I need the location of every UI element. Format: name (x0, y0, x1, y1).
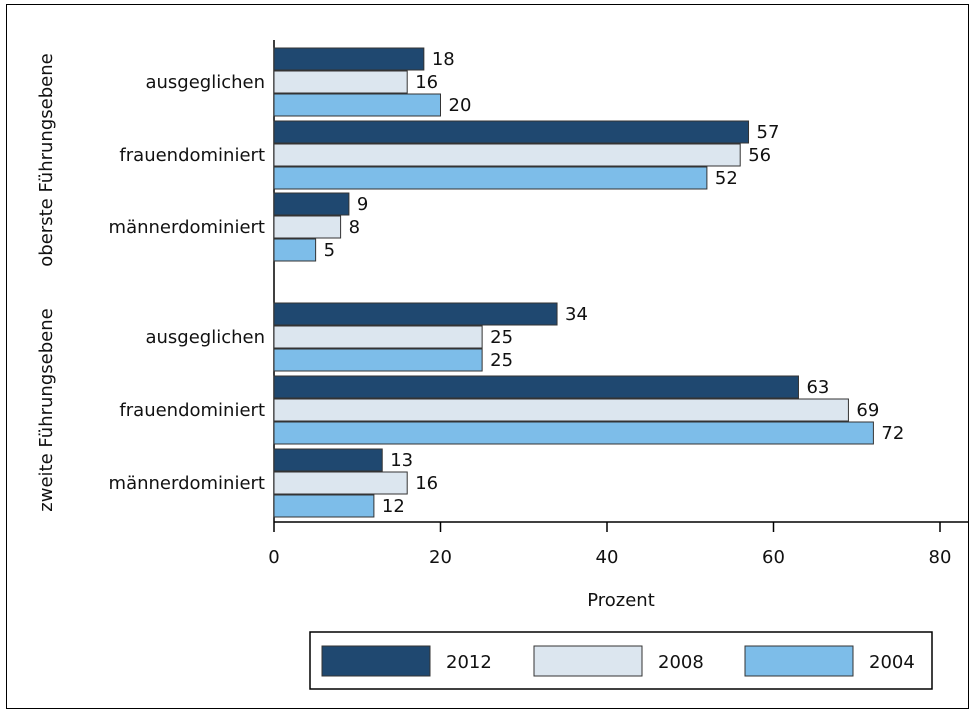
bar-2004 (273, 348, 483, 372)
bar-value-label: 57 (757, 122, 780, 143)
bar-value-label: 25 (490, 350, 513, 371)
bar-2004 (273, 93, 441, 117)
bar-value-label: 34 (565, 304, 588, 325)
bar-value-label: 5 (324, 240, 335, 261)
bar-2012 (273, 47, 425, 71)
bar-value-label: 13 (390, 450, 413, 471)
bar-value-label: 20 (449, 95, 472, 116)
bar-value-label: 16 (415, 473, 438, 494)
bar-value-label: 56 (748, 145, 771, 166)
bar-2008 (273, 398, 849, 422)
x-tick-label: 60 (762, 547, 785, 568)
category-label: männerdominiert (109, 217, 265, 238)
bar-value-label: 12 (382, 496, 405, 517)
bar-2008 (273, 325, 483, 349)
bar-2004 (273, 421, 874, 445)
bar-value-label: 72 (881, 423, 904, 444)
category-label: frauendominiert (119, 145, 265, 166)
bar-2012 (273, 302, 558, 326)
x-tick-label: 40 (596, 547, 619, 568)
bar-2004 (273, 166, 708, 190)
bar-2008 (273, 143, 741, 167)
bar-2004 (273, 494, 375, 518)
legend-swatch-2012 (321, 645, 431, 677)
bar-value-label: 8 (349, 217, 360, 238)
bar-value-label: 63 (806, 377, 829, 398)
group-label-oberste: oberste Führungsebene (36, 53, 57, 266)
bars-layer: ausgeglichen181620frauendominiert575652m… (109, 47, 904, 518)
bar-2012 (273, 448, 383, 472)
bar-value-label: 25 (490, 327, 513, 348)
bar-2012 (273, 120, 750, 144)
bar-value-label: 16 (415, 72, 438, 93)
bar-value-label: 9 (357, 194, 368, 215)
bar-2008 (273, 70, 408, 94)
bar-2004 (273, 238, 317, 262)
bar-2008 (273, 471, 408, 495)
x-ticks-layer: 0 20 40 60 80 (268, 522, 951, 568)
legend-label-2008: 2008 (658, 652, 704, 673)
legend-swatch-2008 (533, 645, 643, 677)
group-label-zweite: zweite Führungsebene (36, 308, 57, 511)
legend-swatch-2004 (744, 645, 854, 677)
category-label: ausgeglichen (145, 327, 265, 348)
category-label: männerdominiert (109, 473, 265, 494)
bar-2012 (273, 192, 350, 216)
x-axis-label: Prozent (587, 590, 655, 611)
bar-2008 (273, 215, 342, 239)
x-tick-label: 20 (429, 547, 452, 568)
category-label: frauendominiert (119, 400, 265, 421)
bar-2012 (273, 375, 799, 399)
legend-label-2012: 2012 (446, 652, 492, 673)
bar-value-label: 69 (856, 400, 879, 421)
bar-value-label: 52 (715, 168, 738, 189)
x-tick-label: 80 (929, 547, 952, 568)
legend-label-2004: 2004 (869, 652, 915, 673)
bar-value-label: 18 (432, 49, 455, 70)
legend: 2012 2008 2004 (309, 631, 933, 690)
x-tick-label: 0 (268, 547, 279, 568)
category-label: ausgeglichen (145, 72, 265, 93)
